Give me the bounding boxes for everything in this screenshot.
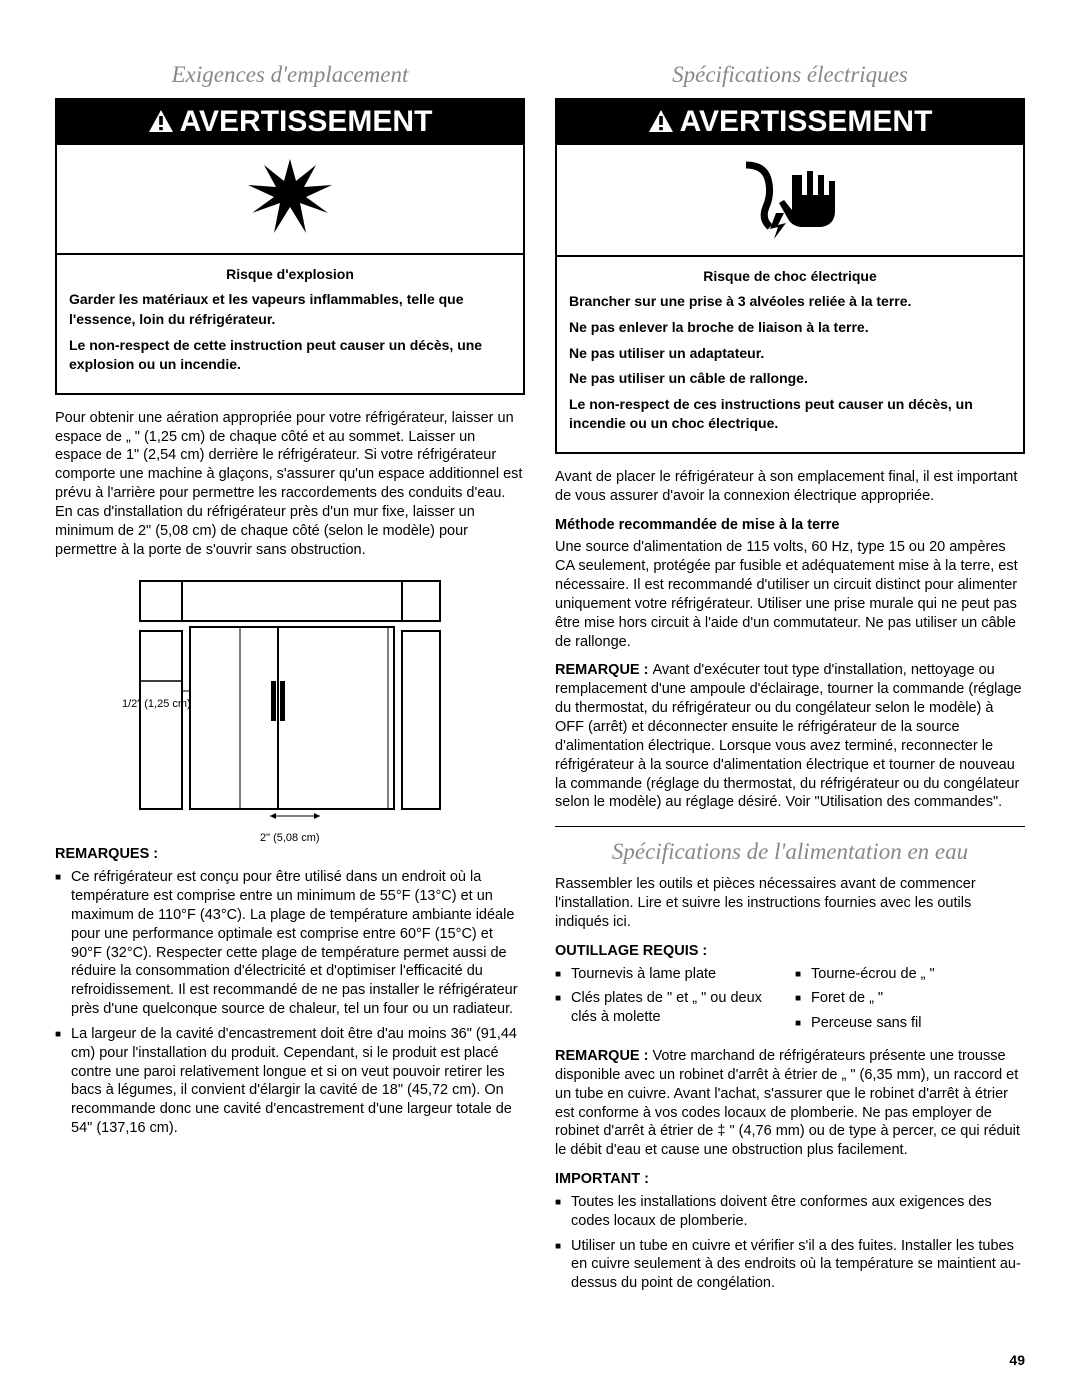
explosion-risk-title: Risque d'explosion <box>69 265 511 285</box>
shock-warn-line: Ne pas utiliser un adaptateur. <box>569 344 1011 364</box>
tools-right-list: Tourne-écrou de „ " Foret de „ " Perceus… <box>795 965 1025 1040</box>
page-columns: Exigences d'emplacement AVERTISSEMENT Ri… <box>55 60 1025 1301</box>
warning-header-text: AVERTISSEMENT <box>680 102 933 141</box>
warning-header-left: AVERTISSEMENT <box>57 100 523 145</box>
list-item: Ce réfrigérateur est conçu pour être uti… <box>55 868 525 1019</box>
list-item: Foret de „ " <box>795 989 1025 1008</box>
important-text: Utiliser un tube en cuivre et vérifier s… <box>571 1237 1025 1294</box>
shock-icon-area <box>557 145 1023 255</box>
remarks-heading: REMARQUES : <box>55 845 525 864</box>
tool-text: Perceuse sans fil <box>811 1014 921 1033</box>
list-item: Toutes les installations doivent être co… <box>555 1193 1025 1231</box>
important-text: Toutes les installations doivent être co… <box>571 1193 1025 1231</box>
diagram-side-label: 1/2" (1,25 cm) <box>122 697 191 711</box>
shock-warn-line: Ne pas enlever la broche de liaison à la… <box>569 318 1011 338</box>
electrical-spec-title: Spécifications électriques <box>555 60 1025 90</box>
explosion-warning-box: AVERTISSEMENT Risque d'explosion Garder … <box>55 98 525 395</box>
tools-heading: OUTILLAGE REQUIS : <box>555 942 1025 961</box>
warning-header-right: AVERTISSEMENT <box>557 100 1023 145</box>
grounding-heading: Méthode recommandée de mise à la terre <box>555 516 1025 535</box>
alert-triangle-icon <box>148 109 174 133</box>
tool-text: Foret de „ " <box>811 989 883 1008</box>
tool-text: Tourne-écrou de „ " <box>811 965 935 984</box>
divider <box>555 826 1025 827</box>
water-remark-text: Votre marchand de réfrigérateurs présent… <box>555 1048 1020 1158</box>
remark-text: La largeur de la cavité d'encastrement d… <box>71 1025 525 1138</box>
page-number: 49 <box>1009 1351 1025 1369</box>
grounding-paragraph: Une source d'alimentation de 115 volts, … <box>555 538 1025 651</box>
list-item: Tournevis à lame plate <box>555 965 785 984</box>
explosion-icon-area <box>57 145 523 253</box>
list-item: Utiliser un tube en cuivre et vérifier s… <box>555 1237 1025 1294</box>
alert-triangle-icon <box>648 109 674 133</box>
water-remark: REMARQUE : Votre marchand de réfrigérate… <box>555 1047 1025 1160</box>
explosion-icon <box>246 157 334 237</box>
explosion-warning-body: Risque d'explosion Garder les matériaux … <box>57 253 523 393</box>
warning-header-text: AVERTISSEMENT <box>180 102 433 141</box>
tool-text: Clés plates de " et „ " ou deux clés à m… <box>571 989 785 1027</box>
grounding-remark: REMARQUE : Avant d'exécuter tout type d'… <box>555 661 1025 812</box>
shock-warn-line: Le non-respect de ces instructions peut … <box>569 395 1011 434</box>
shock-warn-line: Brancher sur une prise à 3 alvéoles reli… <box>569 292 1011 312</box>
list-item: La largeur de la cavité d'encastrement d… <box>55 1025 525 1138</box>
clearance-diagram: 1/2" (1,25 cm) 2" (5,08 cm) <box>55 571 525 837</box>
shock-warning-body: Risque de choc électrique Brancher sur u… <box>557 255 1023 452</box>
tools-left-list: Tournevis à lame plate Clés plates de " … <box>555 965 785 1040</box>
explosion-warn-line1: Garder les matériaux et les vapeurs infl… <box>69 290 511 329</box>
diagram-bottom-label: 2" (5,08 cm) <box>260 831 320 845</box>
left-column: Exigences d'emplacement AVERTISSEMENT Ri… <box>55 60 525 1301</box>
grounding-remark-text: Avant d'exécuter tout type d'installatio… <box>555 662 1022 810</box>
remark-text: Ce réfrigérateur est conçu pour être uti… <box>71 868 525 1019</box>
shock-hand-icon <box>740 157 840 239</box>
list-item: Perceuse sans fil <box>795 1014 1025 1033</box>
shock-risk-title: Risque de choc électrique <box>569 267 1011 287</box>
location-intro-text: Pour obtenir une aération appropriée pou… <box>55 409 525 560</box>
important-heading: IMPORTANT : <box>555 1170 1025 1189</box>
right-column: Spécifications électriques AVERTISSEMENT <box>555 60 1025 1301</box>
electrical-intro-text: Avant de placer le réfrigérateur à son e… <box>555 468 1025 506</box>
tool-text: Tournevis à lame plate <box>571 965 716 984</box>
shock-warning-box: AVERTISSEMENT Risque de choc électrique … <box>555 98 1025 454</box>
list-item: Tourne-écrou de „ " <box>795 965 1025 984</box>
remarks-list: Ce réfrigérateur est conçu pour être uti… <box>55 868 525 1138</box>
water-spec-title: Spécifications de l'alimentation en eau <box>555 837 1025 867</box>
explosion-warn-line2: Le non-respect de cette instruction peut… <box>69 336 511 375</box>
location-requirements-title: Exigences d'emplacement <box>55 60 525 90</box>
list-item: Clés plates de " et „ " ou deux clés à m… <box>555 989 785 1027</box>
water-intro-text: Rassembler les outils et pièces nécessai… <box>555 875 1025 932</box>
important-list: Toutes les installations doivent être co… <box>555 1193 1025 1293</box>
shock-warn-line: Ne pas utiliser un câble de rallonge. <box>569 369 1011 389</box>
tools-columns: Tournevis à lame plate Clés plates de " … <box>555 965 1025 1048</box>
